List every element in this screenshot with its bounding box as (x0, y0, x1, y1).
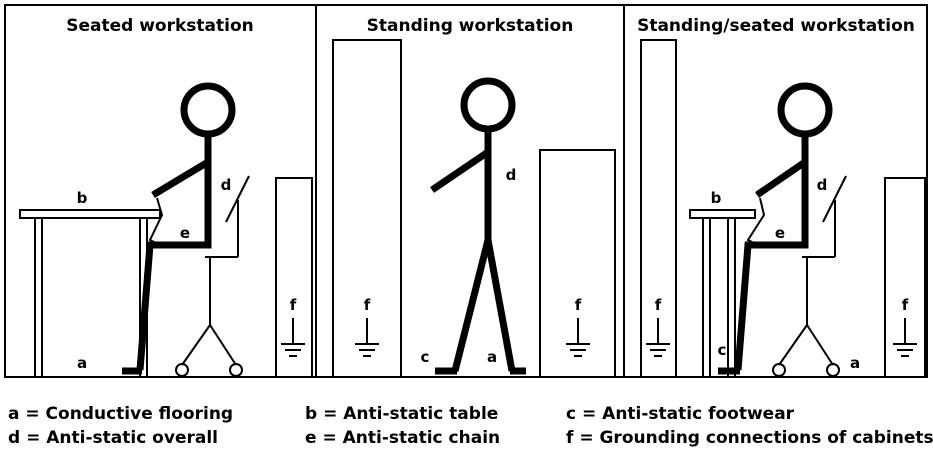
panel-frames (4, 4, 928, 378)
figure-label: b (77, 189, 88, 207)
shape-rect (19, 209, 161, 219)
shape-line (755, 159, 807, 198)
shape-polyline (778, 257, 808, 366)
shape-polyline (181, 257, 211, 366)
figure-label: a (850, 354, 860, 372)
ground-symbol (893, 318, 917, 357)
shape-circle (175, 363, 189, 377)
shape-rect (884, 177, 926, 378)
panel-title: Standing workstation (367, 16, 574, 36)
shape-line (209, 324, 237, 366)
legend-item: d = Anti-static overall (8, 428, 218, 448)
shape-polyline (734, 134, 809, 371)
figure-label: e (775, 224, 785, 242)
shape-circle (772, 363, 786, 377)
figure-label: f (575, 296, 582, 314)
legend-item: b = Anti-static table (305, 404, 498, 424)
figure-label: a (77, 354, 87, 372)
shape-polyline (136, 134, 212, 371)
figure-label: e (180, 224, 190, 242)
legend-item: f = Grounding connections of cabinets (566, 428, 933, 448)
figure-label: d (817, 176, 828, 194)
shape-polyline (451, 239, 516, 372)
shape-polyline (148, 197, 164, 246)
figure-label: f (655, 296, 662, 314)
shape-rect (727, 217, 736, 378)
shape-line (822, 175, 847, 223)
panel-title: Seated workstation (66, 16, 254, 36)
shape-circle (460, 77, 516, 133)
panel-title: Standing/seated workstation (637, 16, 915, 36)
standing-scene (332, 39, 616, 378)
shape-line (430, 149, 490, 193)
figure-label: f (290, 296, 297, 314)
legend-item: e = Anti-static chain (305, 428, 500, 448)
shape-line (225, 175, 250, 223)
figure-label: f (364, 296, 371, 314)
shape-rect (689, 209, 756, 219)
shape-polyline (746, 197, 766, 246)
shape-circle (826, 363, 840, 377)
shape-circle (777, 82, 833, 138)
shape-line (151, 158, 210, 199)
ground-symbol (355, 318, 379, 357)
shape-circle (180, 82, 236, 138)
shape-rect (275, 177, 313, 378)
figure-label: d (221, 176, 232, 194)
shape-rect (702, 217, 711, 378)
ground-symbol (281, 318, 305, 357)
figure-label: d (506, 166, 517, 184)
ground-symbol (566, 318, 590, 357)
shape-circle (229, 363, 243, 377)
legend-item: a = Conductive flooring (8, 404, 233, 424)
ground-symbol (646, 318, 670, 357)
figure-label: c (421, 348, 430, 366)
legend-item: c = Anti-static footwear (566, 404, 795, 424)
shape-rect (34, 217, 43, 378)
standing-seated-scene (640, 39, 926, 378)
figure-label: c (718, 341, 727, 359)
figure-label: b (711, 189, 722, 207)
shape-line (806, 324, 834, 366)
figure-label: a (487, 348, 497, 366)
figure-label: f (902, 296, 909, 314)
outer-frame (4, 4, 928, 378)
seated-scene (19, 82, 313, 378)
